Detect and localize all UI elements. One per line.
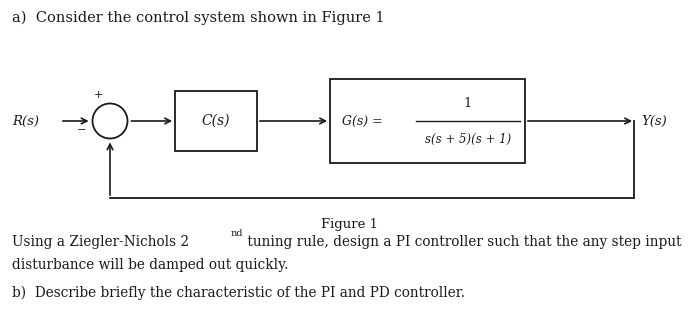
Text: C(s): C(s) (202, 114, 230, 128)
Bar (330, 79, 525, 163)
Bar (175, 91, 257, 151)
Text: G(s) =: G(s) = (342, 114, 382, 127)
Text: s(s + 5)(s + 1): s(s + 5)(s + 1) (425, 133, 511, 146)
Text: Figure 1: Figure 1 (322, 218, 378, 231)
Text: disturbance will be damped out quickly.: disturbance will be damped out quickly. (12, 258, 288, 271)
Text: R(s): R(s) (12, 114, 39, 127)
Text: 1: 1 (464, 97, 473, 110)
Text: +: + (94, 89, 103, 100)
Text: −: − (77, 125, 87, 135)
Text: b)  Describe briefly the characteristic of the PI and PD controller.: b) Describe briefly the characteristic o… (12, 286, 465, 301)
Text: a)  Consider the control system shown in Figure 1: a) Consider the control system shown in … (12, 11, 384, 25)
Text: tuning rule, design a PI controller such that the any step input: tuning rule, design a PI controller such… (243, 235, 681, 249)
Text: Y(s): Y(s) (641, 114, 667, 127)
Text: nd: nd (231, 229, 243, 238)
Text: Using a Ziegler-Nichols 2: Using a Ziegler-Nichols 2 (12, 235, 189, 249)
